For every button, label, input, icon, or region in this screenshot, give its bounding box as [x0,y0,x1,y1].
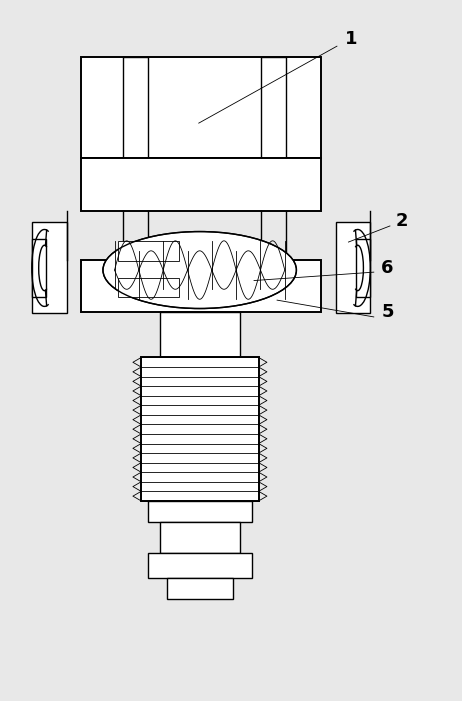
Bar [166,578,233,599]
Bar [356,238,370,297]
Bar [32,222,67,313]
Bar [81,57,321,158]
Text: 1: 1 [345,30,357,48]
Bar [123,57,148,158]
Bar [118,278,179,297]
Bar [32,238,46,297]
Ellipse shape [103,231,297,308]
Bar [81,158,321,210]
Bar [159,522,240,553]
Text: 6: 6 [381,259,394,277]
Bar [141,358,259,501]
Bar [81,259,321,312]
Text: 5: 5 [381,303,394,321]
Bar [148,501,252,522]
Bar [148,553,252,578]
Bar [118,241,179,261]
Bar [335,222,370,313]
Bar [159,312,240,358]
Text: 2: 2 [395,212,407,230]
Bar [261,57,286,158]
